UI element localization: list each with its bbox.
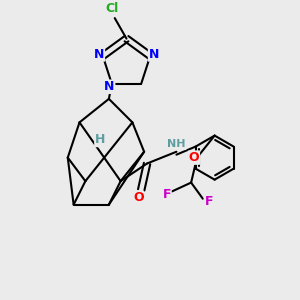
Text: F: F — [205, 195, 213, 208]
Text: N: N — [94, 48, 104, 61]
Text: N: N — [148, 48, 159, 61]
Text: Cl: Cl — [105, 2, 119, 15]
Text: O: O — [189, 151, 200, 164]
Text: NH: NH — [167, 140, 186, 149]
Text: H: H — [95, 134, 105, 146]
Text: O: O — [133, 191, 144, 204]
Text: F: F — [163, 188, 171, 201]
Text: N: N — [104, 80, 115, 93]
